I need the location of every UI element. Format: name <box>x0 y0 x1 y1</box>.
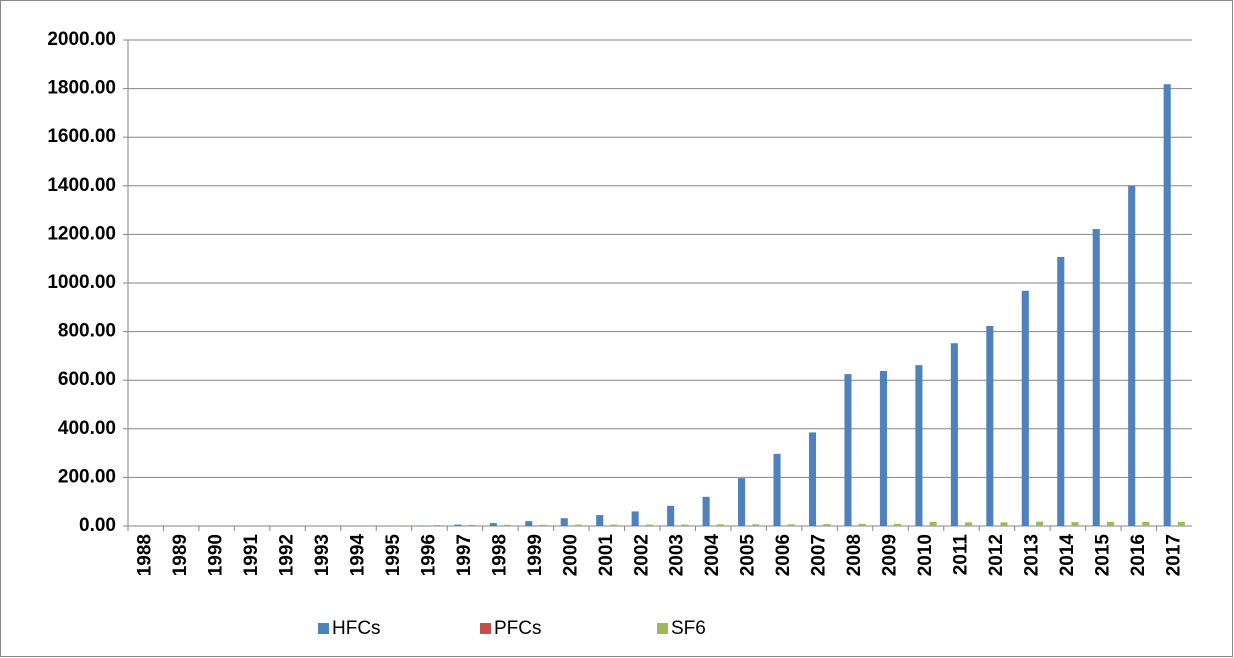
x-tick-label: 1989 <box>170 534 191 576</box>
y-tick-label: 2000.00 <box>47 29 116 50</box>
bar <box>915 365 923 526</box>
bar <box>610 524 618 526</box>
bar <box>574 524 582 526</box>
y-tick-label: 800.00 <box>58 321 116 342</box>
bar <box>894 523 902 526</box>
legend-label: PFCs <box>494 618 542 639</box>
x-tick-label: 1990 <box>206 534 227 576</box>
bar <box>596 515 604 526</box>
bar <box>950 343 958 526</box>
bar <box>433 525 441 526</box>
bar <box>539 524 547 526</box>
x-tick-label: 1991 <box>241 534 262 577</box>
bar <box>503 524 512 526</box>
bar <box>1092 229 1100 526</box>
x-tick-label: 1996 <box>418 534 439 576</box>
bar <box>986 326 994 526</box>
x-tick-label: 2016 <box>1128 534 1149 576</box>
y-tick-label: 200.00 <box>58 466 116 487</box>
x-tick-label: 2017 <box>1163 534 1184 576</box>
bar <box>1021 290 1029 526</box>
bar <box>929 521 937 526</box>
bar <box>1000 522 1008 526</box>
bar <box>716 524 724 526</box>
x-tick-label: 1992 <box>277 534 298 576</box>
x-tick-label: 1994 <box>348 534 369 577</box>
legend-label: SF6 <box>671 618 706 639</box>
x-tick-label: 2003 <box>667 534 688 576</box>
y-tick-label: 400.00 <box>58 418 116 439</box>
x-tick-label: 2000 <box>560 534 581 576</box>
bar <box>1163 84 1171 526</box>
bar <box>1106 521 1114 526</box>
x-tick-label: 2011 <box>950 534 971 576</box>
y-tick-label: 0.00 <box>79 515 116 536</box>
x-tick-label: 2013 <box>1021 534 1042 576</box>
bar <box>631 511 639 526</box>
y-tick-label: 1600.00 <box>47 126 116 147</box>
x-tick-label: 2004 <box>702 534 723 577</box>
bar <box>645 524 653 526</box>
x-tick-label: 2002 <box>631 534 652 576</box>
x-tick-label: 2015 <box>1092 534 1113 577</box>
bar <box>1128 185 1136 527</box>
bar <box>879 370 887 526</box>
legend-label: HFCs <box>332 618 381 639</box>
bar <box>1057 256 1065 526</box>
bar <box>738 478 746 526</box>
bar <box>787 524 795 526</box>
x-tick-label: 2005 <box>738 534 759 577</box>
y-tick-label: 1800.00 <box>47 78 116 99</box>
bar <box>681 524 689 526</box>
x-tick-label: 2014 <box>1057 534 1078 577</box>
x-tick-label: 1993 <box>312 534 333 576</box>
x-tick-label: 2009 <box>880 534 901 576</box>
bar <box>702 496 710 526</box>
x-tick-label: 2012 <box>986 534 1007 576</box>
legend-swatch <box>318 623 329 634</box>
bar <box>823 524 831 526</box>
bar <box>525 521 533 526</box>
x-tick-label: 1997 <box>454 534 475 576</box>
bar <box>489 523 497 526</box>
x-tick-label: 2006 <box>773 534 794 576</box>
bar <box>454 524 462 526</box>
x-tick-label: 1988 <box>135 534 156 576</box>
y-tick-label: 600.00 <box>58 369 116 390</box>
bar <box>858 523 866 526</box>
bar <box>752 524 760 526</box>
bar <box>1071 522 1079 526</box>
x-tick-label: 2010 <box>915 534 936 576</box>
y-tick-label: 1200.00 <box>47 223 116 244</box>
bar <box>1142 521 1150 526</box>
bar <box>965 522 973 526</box>
x-tick-label: 2007 <box>809 534 830 576</box>
bar <box>667 505 675 526</box>
bar <box>808 432 817 526</box>
bar <box>468 524 476 526</box>
x-tick-label: 1995 <box>383 534 404 577</box>
x-tick-label: 1999 <box>525 534 546 576</box>
bar <box>1177 521 1185 526</box>
bar <box>844 374 852 526</box>
bar <box>560 518 568 526</box>
legend-swatch <box>480 623 491 634</box>
bar <box>1035 521 1044 526</box>
x-tick-label: 2001 <box>596 534 617 577</box>
bar <box>397 525 405 526</box>
y-tick-label: 1000.00 <box>47 272 116 293</box>
x-tick-label: 2008 <box>844 534 865 576</box>
y-tick-label: 1400.00 <box>47 175 116 196</box>
legend-swatch <box>657 623 668 634</box>
bar <box>773 453 781 526</box>
x-tick-label: 1998 <box>489 534 510 576</box>
